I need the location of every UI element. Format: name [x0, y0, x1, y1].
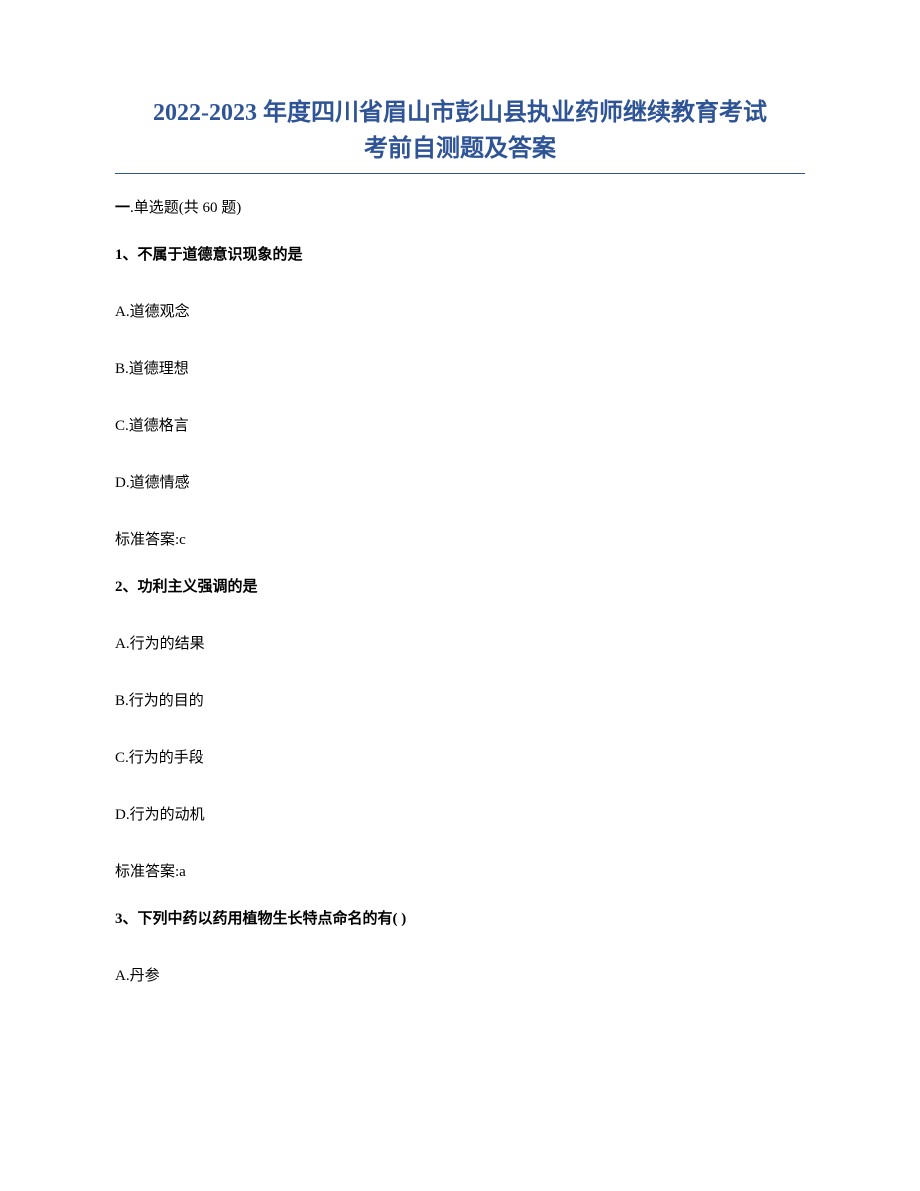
title-line-1: 2022-2023 年度四川省眉山市彭山县执业药师继续教育考试: [115, 95, 805, 131]
option-d: D.道德情感: [115, 471, 805, 492]
question-1: 1、不属于道德意识现象的是: [115, 243, 805, 264]
question-block: 3、下列中药以药用植物生长特点命名的有( ) A.丹参: [115, 907, 805, 985]
question-stem: 下列中药以药用植物生长特点命名的有( ): [138, 911, 407, 927]
question-number: 1、: [115, 247, 138, 263]
section-header: 一.单选题(共 60 题): [115, 196, 805, 217]
option-d: D.行为的动机: [115, 803, 805, 824]
question-stem: 不属于道德意识现象的是: [138, 247, 303, 263]
document-title: 2022-2023 年度四川省眉山市彭山县执业药师继续教育考试 考前自测题及答案: [115, 95, 805, 167]
answer-value: c: [179, 532, 186, 548]
title-divider: [115, 173, 805, 174]
title-line-2: 考前自测题及答案: [115, 131, 805, 167]
answer-1: 标准答案:c: [115, 528, 805, 549]
section-label: .单选题(共 60 题): [130, 200, 241, 216]
option-a: A.丹参: [115, 964, 805, 985]
option-c: C.行为的手段: [115, 746, 805, 767]
option-c: C.道德格言: [115, 414, 805, 435]
option-b: B.行为的目的: [115, 689, 805, 710]
question-stem: 功利主义强调的是: [138, 579, 258, 595]
question-block: 2、功利主义强调的是 A.行为的结果 B.行为的目的 C.行为的手段 D.行为的…: [115, 575, 805, 881]
answer-label: 标准答案:: [115, 864, 179, 880]
answer-value: a: [179, 864, 186, 880]
question-block: 1、不属于道德意识现象的是 A.道德观念 B.道德理想 C.道德格言 D.道德情…: [115, 243, 805, 549]
section-prefix: 一: [115, 200, 130, 216]
question-number: 3、: [115, 911, 138, 927]
option-a: A.行为的结果: [115, 632, 805, 653]
answer-2: 标准答案:a: [115, 860, 805, 881]
question-2: 2、功利主义强调的是: [115, 575, 805, 596]
option-b: B.道德理想: [115, 357, 805, 378]
question-3: 3、下列中药以药用植物生长特点命名的有( ): [115, 907, 805, 928]
answer-label: 标准答案:: [115, 532, 179, 548]
question-number: 2、: [115, 579, 138, 595]
option-a: A.道德观念: [115, 300, 805, 321]
